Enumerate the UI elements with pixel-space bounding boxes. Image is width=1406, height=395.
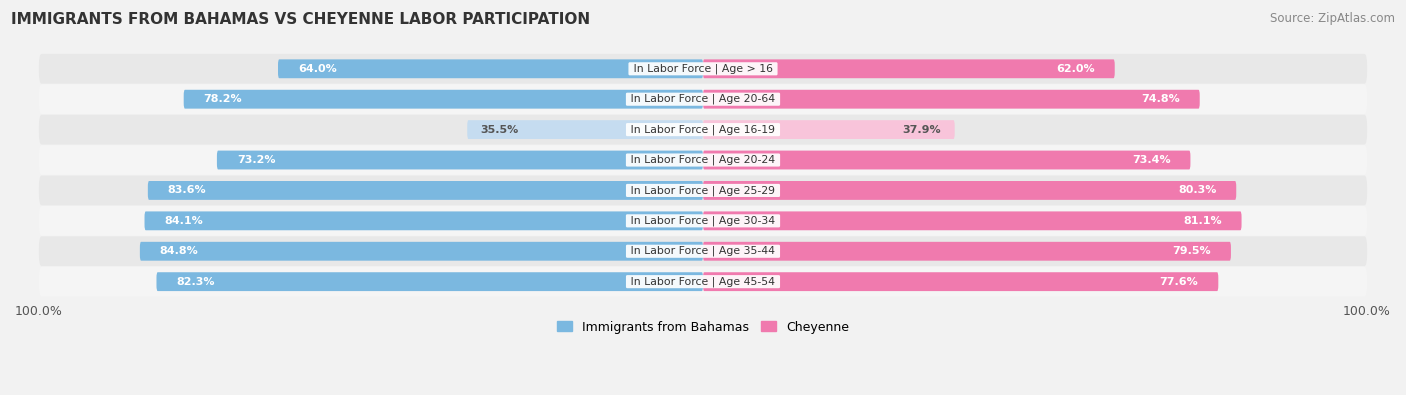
Text: 74.8%: 74.8% (1142, 94, 1180, 104)
FancyBboxPatch shape (39, 175, 1367, 205)
FancyBboxPatch shape (703, 120, 955, 139)
FancyBboxPatch shape (39, 54, 1367, 84)
FancyBboxPatch shape (703, 272, 1219, 291)
FancyBboxPatch shape (467, 120, 703, 139)
FancyBboxPatch shape (39, 84, 1367, 114)
Text: 73.2%: 73.2% (236, 155, 276, 165)
FancyBboxPatch shape (703, 150, 1191, 169)
Text: 82.3%: 82.3% (176, 276, 215, 287)
FancyBboxPatch shape (278, 59, 703, 78)
FancyBboxPatch shape (39, 145, 1367, 175)
FancyBboxPatch shape (184, 90, 703, 109)
Text: In Labor Force | Age 30-34: In Labor Force | Age 30-34 (627, 216, 779, 226)
Text: In Labor Force | Age > 16: In Labor Force | Age > 16 (630, 64, 776, 74)
Text: In Labor Force | Age 20-24: In Labor Force | Age 20-24 (627, 155, 779, 165)
Text: 84.8%: 84.8% (160, 246, 198, 256)
FancyBboxPatch shape (703, 59, 1115, 78)
FancyBboxPatch shape (156, 272, 703, 291)
Text: Source: ZipAtlas.com: Source: ZipAtlas.com (1270, 12, 1395, 25)
Text: In Labor Force | Age 35-44: In Labor Force | Age 35-44 (627, 246, 779, 256)
Text: 80.3%: 80.3% (1178, 185, 1216, 196)
Text: 78.2%: 78.2% (204, 94, 242, 104)
FancyBboxPatch shape (39, 267, 1367, 297)
FancyBboxPatch shape (39, 236, 1367, 266)
Text: In Labor Force | Age 20-64: In Labor Force | Age 20-64 (627, 94, 779, 104)
FancyBboxPatch shape (703, 90, 1199, 109)
Text: 35.5%: 35.5% (481, 124, 519, 135)
Legend: Immigrants from Bahamas, Cheyenne: Immigrants from Bahamas, Cheyenne (551, 316, 855, 339)
Text: 83.6%: 83.6% (167, 185, 207, 196)
FancyBboxPatch shape (217, 150, 703, 169)
FancyBboxPatch shape (703, 211, 1241, 230)
FancyBboxPatch shape (703, 181, 1236, 200)
FancyBboxPatch shape (39, 206, 1367, 236)
Text: In Labor Force | Age 45-54: In Labor Force | Age 45-54 (627, 276, 779, 287)
Text: In Labor Force | Age 25-29: In Labor Force | Age 25-29 (627, 185, 779, 196)
Text: 64.0%: 64.0% (298, 64, 336, 74)
Text: IMMIGRANTS FROM BAHAMAS VS CHEYENNE LABOR PARTICIPATION: IMMIGRANTS FROM BAHAMAS VS CHEYENNE LABO… (11, 12, 591, 27)
Text: 84.1%: 84.1% (165, 216, 204, 226)
Text: 79.5%: 79.5% (1173, 246, 1211, 256)
Text: 37.9%: 37.9% (903, 124, 942, 135)
Text: 62.0%: 62.0% (1056, 64, 1095, 74)
FancyBboxPatch shape (145, 211, 703, 230)
Text: 73.4%: 73.4% (1132, 155, 1171, 165)
FancyBboxPatch shape (703, 242, 1230, 261)
FancyBboxPatch shape (39, 115, 1367, 145)
FancyBboxPatch shape (139, 242, 703, 261)
Text: In Labor Force | Age 16-19: In Labor Force | Age 16-19 (627, 124, 779, 135)
FancyBboxPatch shape (148, 181, 703, 200)
Text: 81.1%: 81.1% (1182, 216, 1222, 226)
Text: 77.6%: 77.6% (1160, 276, 1198, 287)
